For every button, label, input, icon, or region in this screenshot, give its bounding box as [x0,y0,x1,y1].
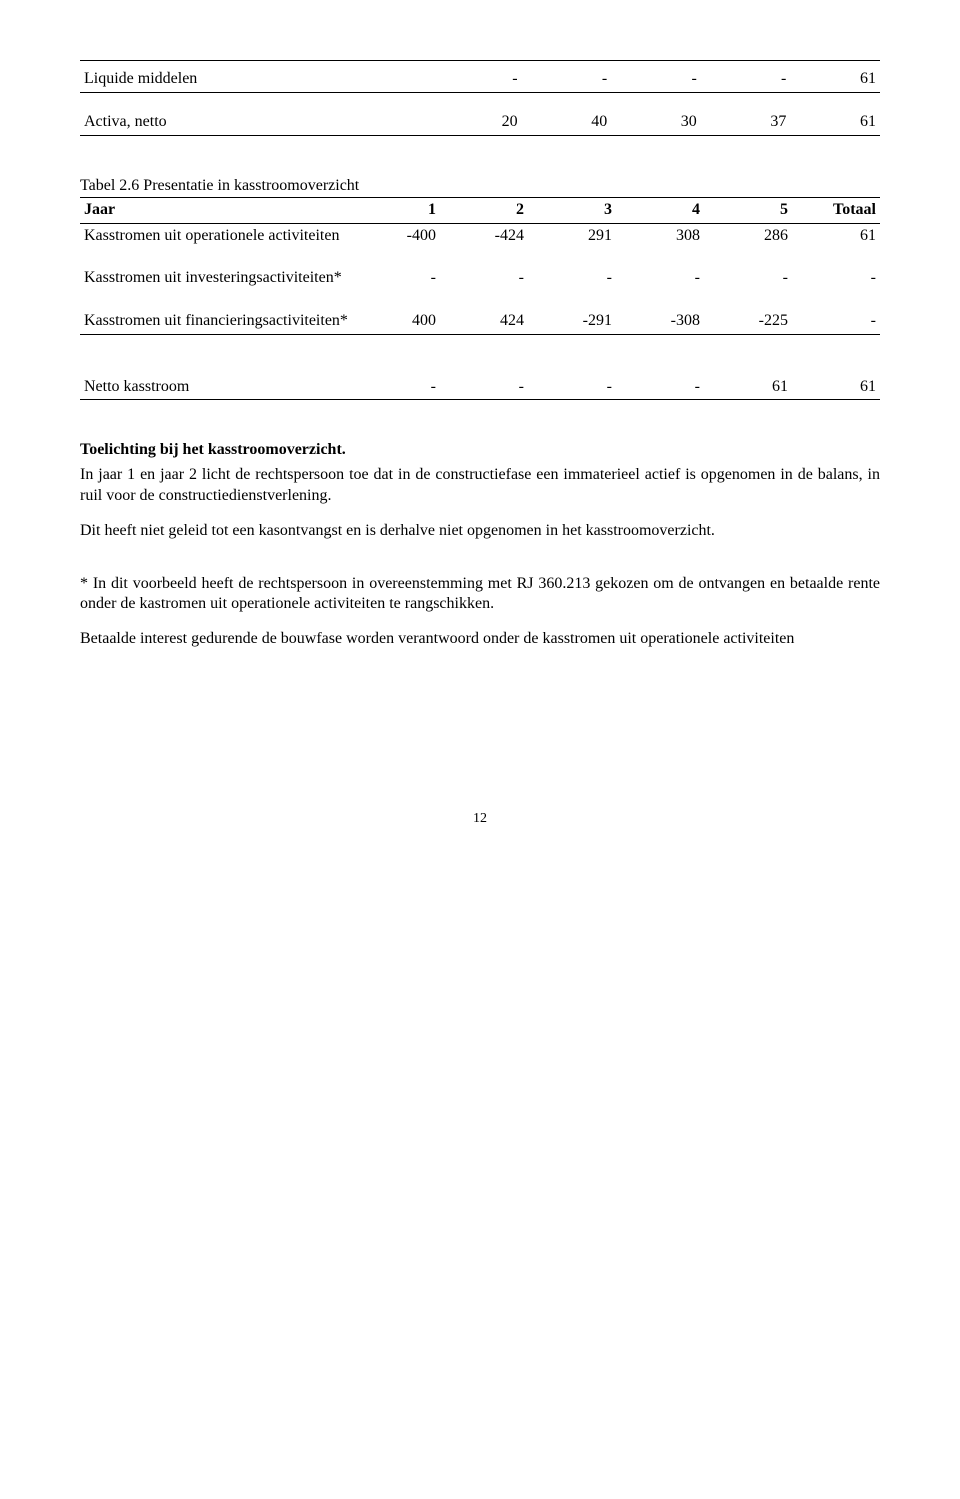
cell: - [792,309,880,334]
cell: - [611,67,701,92]
table-liquide: Liquide middelen - - - - 61 Activa, nett… [80,67,880,136]
page-number: 12 [80,810,880,828]
cell: - [528,266,616,291]
table-header: Jaar 1 2 3 4 5 Totaal [80,197,880,222]
cell: -291 [528,309,616,334]
paragraph: Betaalde interest gedurende de bouwfase … [80,629,880,650]
cell-label: Activa, netto [80,110,432,135]
header-label: Jaar [80,197,352,222]
cell: -400 [352,223,440,248]
cell: 61 [792,375,880,400]
table-kasstroom: Jaar 1 2 3 4 5 Totaal Kasstromen uit ope… [80,197,880,400]
header-col: 4 [616,197,704,222]
cell: 37 [701,110,791,135]
section-heading: Toelichting bij het kasstroomoverzicht. [80,440,880,461]
cell-label: Kasstromen uit operationele activiteiten [80,223,352,248]
header-col: Totaal [792,197,880,222]
cell: 61 [790,110,880,135]
cell: 61 [704,375,792,400]
header-col: 2 [440,197,528,222]
cell: - [352,375,440,400]
cell: 308 [616,223,704,248]
cell: - [352,266,440,291]
header-col: 1 [352,197,440,222]
table-row: Netto kasstroom - - - - 61 61 [80,375,880,400]
header-col: 5 [704,197,792,222]
top-rule [80,60,880,61]
cell: 61 [790,67,880,92]
cell: 424 [440,309,528,334]
cell: 61 [792,223,880,248]
cell: - [701,67,791,92]
paragraph: * In dit voorbeeld heeft de rechtspersoo… [80,574,880,616]
header-col: 3 [528,197,616,222]
cell: -424 [440,223,528,248]
cell: - [792,266,880,291]
table-row: Liquide middelen - - - - 61 [80,67,880,92]
cell: 291 [528,223,616,248]
cell: - [432,67,522,92]
cell: -225 [704,309,792,334]
paragraph: In jaar 1 en jaar 2 licht de rechtsperso… [80,465,880,507]
cell: - [616,266,704,291]
cell: - [704,266,792,291]
cell: 30 [611,110,701,135]
cell-label: Netto kasstroom [80,375,352,400]
cell: - [440,266,528,291]
cell: 286 [704,223,792,248]
paragraph: Dit heeft niet geleid tot een kasontvang… [80,521,880,542]
cell: -308 [616,309,704,334]
cell: - [522,67,612,92]
table-row: Kasstromen uit financieringsactiviteiten… [80,309,880,334]
cell-label: Kasstromen uit financieringsactiviteiten… [80,309,352,334]
cell-label: Liquide middelen [80,67,432,92]
cell: 400 [352,309,440,334]
cell: 20 [432,110,522,135]
cell-label: Kasstromen uit investeringsactiviteiten* [80,266,352,291]
cell: - [440,375,528,400]
table2-caption: Tabel 2.6 Presentatie in kasstroomoverzi… [80,176,880,197]
cell: - [616,375,704,400]
table-row: Kasstromen uit investeringsactiviteiten*… [80,266,880,291]
table-row: Kasstromen uit operationele activiteiten… [80,223,880,248]
cell: - [528,375,616,400]
table-row: Activa, netto 20 40 30 37 61 [80,110,880,135]
cell: 40 [522,110,612,135]
